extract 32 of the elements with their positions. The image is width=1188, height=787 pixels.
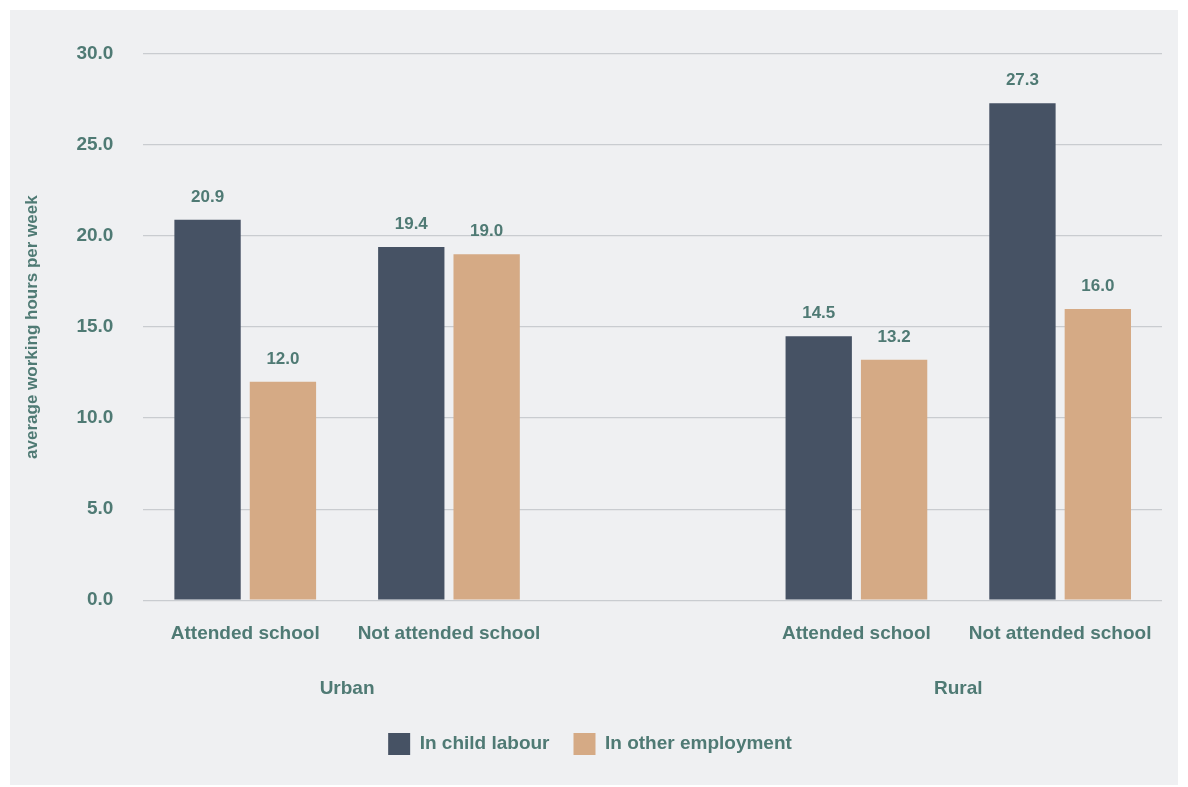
y-tick-label: 10.0	[76, 406, 114, 428]
y-axis-title: average working hours per week	[21, 194, 41, 459]
y-tick-label: 20.0	[76, 224, 114, 246]
y-tick-label: 30.0	[76, 42, 114, 64]
bar	[453, 254, 520, 600]
y-tick-label: 5.0	[86, 497, 114, 519]
bar	[860, 359, 928, 600]
data-label: 19.0	[470, 221, 504, 241]
y-tick-label: 25.0	[76, 133, 114, 155]
bar	[174, 219, 241, 600]
x-tick-label: Not attended school	[968, 621, 1152, 643]
data-label: 27.3	[1005, 70, 1039, 90]
y-tick-label: 15.0	[76, 315, 114, 337]
x-tick-label: Attended school	[781, 621, 931, 643]
legend-label: In other employment	[604, 732, 793, 754]
text: Urban	[319, 677, 375, 699]
data-label: 16.0	[1081, 276, 1115, 296]
data-label: 20.9	[191, 186, 225, 206]
x-tick-label: Attended school	[170, 621, 320, 643]
bar	[378, 246, 445, 600]
text: Rural	[933, 677, 983, 699]
data-label: 19.4	[394, 214, 429, 234]
legend-label: In child labour	[419, 732, 551, 754]
bar	[1064, 308, 1131, 600]
data-label: 13.2	[877, 327, 911, 347]
bar	[785, 336, 852, 600]
bar	[249, 381, 317, 600]
x-tick-label: Not attended school	[357, 621, 541, 643]
y-tick-label: 0.0	[86, 588, 114, 610]
bar	[989, 103, 1056, 600]
data-label: 14.5	[802, 303, 836, 323]
data-label: 12.0	[266, 348, 300, 368]
